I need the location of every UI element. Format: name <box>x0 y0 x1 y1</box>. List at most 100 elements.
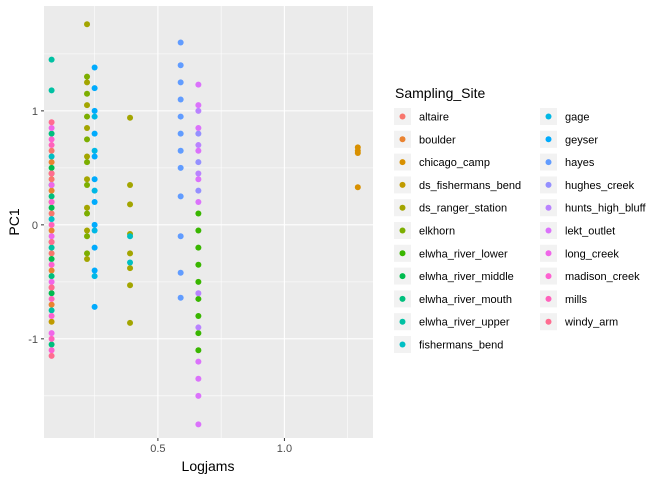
data-point-elwha_river_lower <box>195 347 202 354</box>
data-point-lekt_outlet <box>195 81 202 88</box>
data-point-geyser <box>91 130 98 137</box>
data-point-elkhorn <box>84 159 91 166</box>
data-point-elwha_river_lower <box>195 330 202 337</box>
legend-title: Sampling_Site <box>395 85 485 101</box>
data-point-hughes_creek <box>195 187 202 194</box>
data-point-gage <box>91 273 98 280</box>
data-point-boulder <box>48 187 55 194</box>
data-point-geyser <box>91 303 98 310</box>
data-point-gage <box>91 113 98 120</box>
data-point-windy_arm <box>48 119 55 126</box>
data-point-hunts_high_bluff <box>195 142 202 149</box>
data-point-hayes <box>177 62 184 69</box>
data-point-hayes <box>177 130 184 137</box>
data-point-hunts_high_bluff <box>195 170 202 177</box>
data-point-geyser <box>91 153 98 160</box>
data-point-elwha_river_lower <box>195 313 202 320</box>
data-point-elwha_river_lower <box>195 278 202 285</box>
data-point-elwha_river_mouth <box>48 341 55 348</box>
legend-label-hayes: hayes <box>565 157 595 169</box>
data-point-lekt_outlet <box>195 147 202 154</box>
x-axis-title: Logjams <box>182 458 235 474</box>
data-point-gage <box>91 187 98 194</box>
legend-label-long_creek: long_creek <box>565 248 619 260</box>
data-point-lekt_outlet <box>195 102 202 109</box>
legend-marker-geyser <box>545 136 552 143</box>
legend-label-fishermans_bend: fishermans_bend <box>419 340 503 352</box>
y-tick-label: 0 <box>32 220 38 232</box>
data-point-gage <box>91 147 98 154</box>
legend-label-elwha_river_mouth: elwha_river_mouth <box>419 294 512 306</box>
data-point-long_creek <box>48 278 55 285</box>
data-point-ds_ranger_station <box>84 176 91 183</box>
data-point-chicago_camp <box>354 184 361 191</box>
data-point-windy_arm <box>48 238 55 245</box>
data-point-ds_ranger_station <box>127 201 134 208</box>
legend-label-geyser: geyser <box>565 134 598 146</box>
legend-label-elwha_river_middle: elwha_river_middle <box>419 271 514 283</box>
data-point-ds_ranger_station <box>84 204 91 211</box>
data-point-ds_ranger_station <box>84 227 91 234</box>
data-point-ds_ranger_station <box>84 79 91 86</box>
data-point-hayes <box>177 147 184 154</box>
legend-marker-fishermans_bend <box>399 341 406 348</box>
legend-marker-mills <box>545 295 552 302</box>
data-point-elwha_river_middle <box>48 290 55 297</box>
axis-ticks: 0.5 1.0 -1 0 1 <box>28 106 292 455</box>
legend-label-ds_ranger_station: ds_ranger_station <box>419 203 507 215</box>
data-point-windy_arm <box>48 352 55 359</box>
data-point-geyser <box>91 176 98 183</box>
legend-label-altaire: altaire <box>419 112 449 124</box>
data-point-mills <box>48 142 55 149</box>
data-point-hunts_high_bluff <box>195 290 202 297</box>
data-point-hughes_creek <box>195 130 202 137</box>
x-tick-label: 1.0 <box>277 443 292 455</box>
data-point-elwha_river_middle <box>48 164 55 171</box>
data-point-ds_ranger_station <box>127 319 134 326</box>
legend-marker-chicago_camp <box>399 159 406 166</box>
legend-marker-altaire <box>399 113 406 120</box>
data-point-elwha_river_upper <box>48 307 55 314</box>
legend-label-windy_arm: windy_arm <box>564 317 618 329</box>
y-tick-label: 1 <box>32 106 38 118</box>
y-axis-title: PC1 <box>6 208 22 235</box>
grid-minor <box>44 6 373 438</box>
data-point-hayes <box>177 193 184 200</box>
data-point-ds_ranger_station <box>84 256 91 263</box>
legend-marker-lekt_outlet <box>545 227 552 234</box>
data-point-altaire <box>48 250 55 257</box>
data-point-elkhorn <box>84 136 91 143</box>
data-point-fishermans_bend <box>48 153 55 160</box>
data-point-fishermans_bend <box>48 216 55 223</box>
panel-background <box>44 6 373 438</box>
data-point-elwha_river_upper <box>48 244 55 251</box>
legend-marker-elwha_river_lower <box>399 250 406 257</box>
legend-label-elkhorn: elkhorn <box>419 226 455 238</box>
data-point-elkhorn <box>84 233 91 240</box>
data-point-mills <box>48 335 55 342</box>
data-point-elwha_river_middle <box>48 256 55 263</box>
data-point-ds_fishermans_bend <box>48 318 55 325</box>
data-point-ds_ranger_station <box>127 265 134 272</box>
data-point-madison_creek <box>48 313 55 320</box>
data-point-elwha_river_lower <box>195 244 202 251</box>
data-point-long_creek <box>48 330 55 337</box>
legend-marker-madison_creek <box>545 273 552 280</box>
data-point-geyser <box>91 221 98 228</box>
data-point-elwha_river_upper <box>48 56 55 63</box>
grid-major <box>44 6 373 438</box>
legend-marker-boulder <box>399 136 406 143</box>
data-point-ds_ranger_station <box>84 124 91 131</box>
data-point-hayes <box>177 39 184 46</box>
data-point-hayes <box>177 233 184 240</box>
data-point-hayes <box>177 79 184 86</box>
data-point-geyser <box>91 244 98 251</box>
legend-marker-long_creek <box>545 250 552 257</box>
legend-label-lekt_outlet: lekt_outlet <box>565 226 615 238</box>
data-point-lekt_outlet <box>195 176 202 183</box>
data-point-chicago_camp <box>354 150 361 157</box>
data-point-madison_creek <box>48 136 55 143</box>
data-point-lekt_outlet <box>195 421 202 428</box>
data-point-lekt_outlet <box>195 124 202 131</box>
